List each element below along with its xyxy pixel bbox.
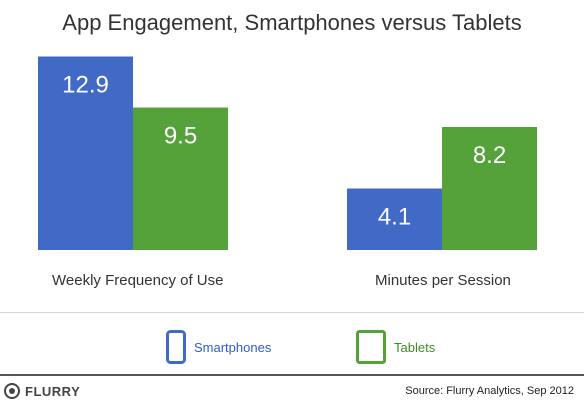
legend-label-tablets: Tablets	[394, 339, 436, 355]
data-label-smartphones-weekly-frequency: 12.9	[62, 72, 109, 99]
chart-title: App Engagement, Smartphones versus Table…	[62, 10, 522, 35]
legend-label-smartphones: Smartphones	[194, 339, 272, 355]
legend-item-smartphones: Smartphones	[166, 329, 271, 365]
tablet-icon	[356, 330, 386, 364]
bar-tablets-weekly-frequency	[133, 107, 228, 250]
data-label-smartphones-minutes-per-session: 4.1	[378, 204, 411, 231]
smartphone-icon	[166, 330, 186, 364]
source-note: Source: Flurry Analytics, Sep 2012	[405, 385, 574, 397]
legend-item-tablets: Tablets	[356, 329, 435, 365]
flurry-logo: FLURRY	[4, 381, 80, 401]
category-label-weekly-frequency: Weekly Frequency of Use	[52, 272, 224, 289]
flurry-logo-icon	[4, 383, 20, 399]
legend-divider	[0, 312, 584, 313]
bar-smartphones-minutes-per-session	[347, 188, 442, 250]
bar-tablets-minutes-per-session	[442, 127, 537, 250]
flurry-logo-text: FLURRY	[25, 383, 81, 399]
data-label-tablets-weekly-frequency: 9.5	[164, 123, 197, 150]
bar-chart: 12.9 9.5 4.1 8.2	[38, 56, 537, 250]
footer-divider	[0, 374, 584, 376]
bar-smartphones-weekly-frequency	[38, 56, 133, 250]
data-label-tablets-minutes-per-session: 8.2	[473, 142, 506, 169]
category-label-minutes-per-session: Minutes per Session	[375, 272, 511, 289]
